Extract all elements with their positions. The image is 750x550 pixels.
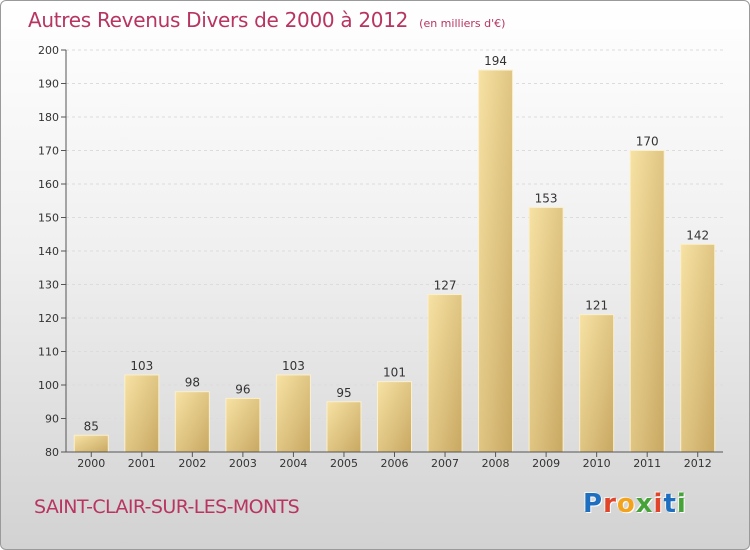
y-tick-label: 140 [38,245,59,258]
bar-2001 [124,374,160,453]
data-label-2007: 127 [434,279,457,293]
data-label-2005: 95 [336,386,351,400]
x-tick-label-2004: 2004 [279,457,307,470]
x-axis: 2000 2001 2002 2003 2004 2005 2006 2007 2008 2009… [66,451,723,470]
y-tick-label: 200 [38,44,59,57]
logo-letter: o [616,489,636,519]
data-label-2012: 142 [686,228,709,242]
data-label-2001: 103 [130,359,153,373]
y-tick-label: 120 [38,312,59,325]
data-label-2008: 194 [484,54,507,68]
y-tick-label: 160 [38,178,59,191]
proxiti-logo[interactable]: Proxiti [583,489,689,527]
logo-letter: i [653,489,664,519]
x-tick-label-2001: 2001 [128,457,156,470]
x-tick-label-2011: 2011 [633,457,661,470]
x-tick-label-2010: 2010 [583,457,611,470]
bar-2002 [174,391,210,453]
y-tick-label: 190 [38,78,59,91]
y-tick-label: 170 [38,145,59,158]
y-tick-label: 150 [38,212,59,225]
logo-letter: t [663,489,677,519]
bar-2004 [275,374,311,453]
y-tick-label: 110 [38,346,59,359]
data-label-2010: 121 [585,299,608,313]
bar-2007 [427,294,463,453]
data-label-2004: 103 [282,359,305,373]
data-label-2002: 98 [185,376,200,390]
x-tick-label-2000: 2000 [77,457,105,470]
y-tick-label: 100 [38,379,59,392]
y-tick-label: 180 [38,111,59,124]
x-tick-label-2007: 2007 [431,457,459,470]
logo-letter: i [676,489,687,519]
bar-2000 [73,434,109,453]
y-axis: 80 90 100 110 120 130 140 150 160 170 180 190 200 [38,44,67,459]
logo-letter: x [635,489,654,519]
bar-2011 [629,150,665,453]
logo-letter: P [583,489,604,519]
data-label-2000: 85 [84,419,99,433]
bar-2008 [478,69,514,453]
x-tick-label-2008: 2008 [482,457,510,470]
x-tick-label-2012: 2012 [684,457,712,470]
bar-2005 [326,401,362,453]
bar-2006 [377,381,412,453]
data-label-2003: 96 [235,382,250,396]
x-tick-label-2006: 2006 [381,457,409,470]
y-tick-label: 130 [38,279,59,292]
bar-2003 [225,397,261,453]
town-name: SAINT-CLAIR-SUR-LES-MONTS [34,496,300,518]
y-tick-label: 90 [45,413,59,426]
y-tick-label: 80 [45,446,59,459]
chart-unit-label: (en milliers d'€) [419,17,506,30]
x-tick-label-2005: 2005 [330,457,358,470]
bar-2010 [579,314,615,453]
bar-2012 [680,243,716,453]
bar-2009 [528,206,564,453]
x-tick-label-2003: 2003 [229,457,257,470]
logo-letter: r [603,489,617,519]
data-label-2011: 170 [636,135,659,149]
data-label-2006: 101 [383,366,406,380]
bars: 85 103 98 96 103 95 101 127 194 153 121 170 142 [73,54,716,453]
chart-title: Autres Revenus Divers de 2000 à 2012 (en… [28,8,505,32]
chart-title-text: Autres Revenus Divers de 2000 à 2012 [28,8,409,32]
x-tick-label-2002: 2002 [178,457,206,470]
data-label-2009: 153 [535,191,558,205]
x-tick-label-2009: 2009 [532,457,560,470]
